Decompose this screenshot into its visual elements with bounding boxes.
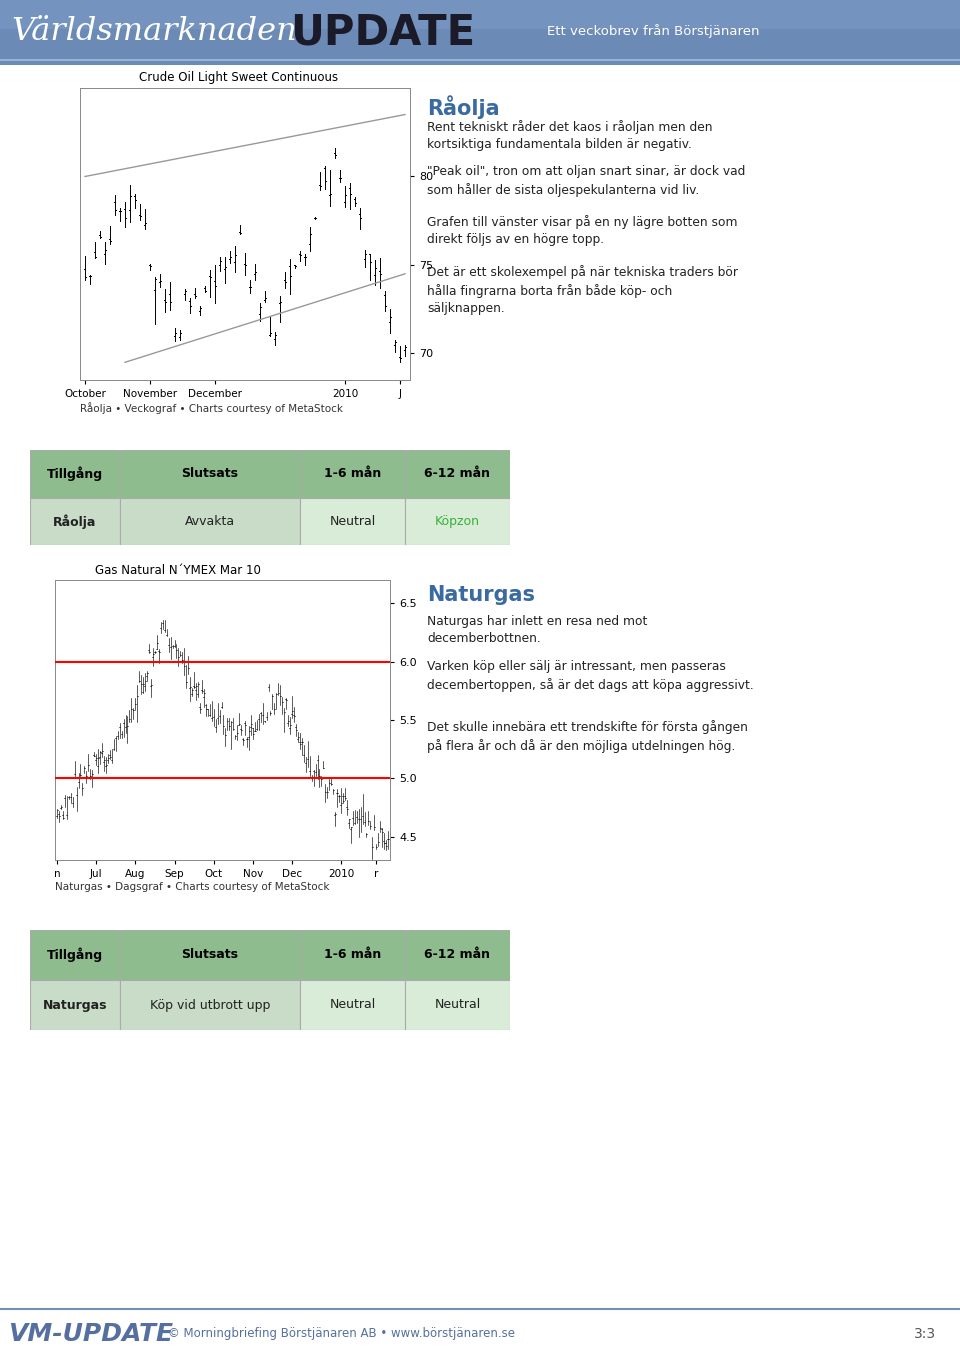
- Text: 6-12 mån: 6-12 mån: [424, 949, 491, 962]
- Bar: [120, 930, 300, 980]
- Text: Råolja • Veckograf • Charts courtesy of MetaStock: Råolja • Veckograf • Charts courtesy of …: [80, 402, 343, 414]
- Text: UPDATE: UPDATE: [290, 11, 475, 53]
- Text: 1-6 mån: 1-6 mån: [324, 949, 381, 962]
- Bar: [300, 930, 405, 980]
- Text: Neutral: Neutral: [329, 999, 375, 1011]
- Text: 6-12 mån: 6-12 mån: [424, 467, 491, 480]
- Text: 3:3: 3:3: [914, 1327, 936, 1341]
- Text: VM-UPDATE: VM-UPDATE: [8, 1322, 173, 1346]
- Text: Naturgas har inlett en resa ned mot
decemberbottnen.: Naturgas har inlett en resa ned mot dece…: [427, 615, 648, 646]
- Bar: [120, 451, 300, 498]
- Bar: [300, 498, 405, 546]
- Text: Köp vid utbrott upp: Köp vid utbrott upp: [150, 999, 270, 1011]
- Text: Rent tekniskt råder det kaos i råoljan men den
kortsiktiga fundamentala bilden ä: Rent tekniskt råder det kaos i råoljan m…: [427, 119, 712, 152]
- Text: Varken köp eller sälj är intressant, men passeras
decembertoppen, så är det dags: Varken köp eller sälj är intressant, men…: [427, 660, 754, 692]
- Text: Råolja: Råolja: [427, 95, 500, 119]
- Bar: [30, 451, 120, 498]
- Bar: [405, 451, 510, 498]
- Text: "Peak oil", tron om att oljan snart sinar, är dock vad
som håller de sista oljes: "Peak oil", tron om att oljan snart sina…: [427, 166, 746, 197]
- Text: Tillgång: Tillgång: [47, 467, 103, 480]
- Text: Naturgas: Naturgas: [43, 999, 108, 1011]
- Bar: [300, 980, 405, 1030]
- Text: Världsmarknaden: Världsmarknaden: [12, 16, 298, 46]
- Bar: [405, 498, 510, 546]
- Bar: [120, 498, 300, 546]
- Bar: [30, 498, 120, 546]
- Text: Naturgas • Dagsgraf • Charts courtesy of MetaStock: Naturgas • Dagsgraf • Charts courtesy of…: [55, 882, 329, 892]
- Bar: [405, 980, 510, 1030]
- Bar: [30, 980, 120, 1030]
- Text: Neutral: Neutral: [434, 999, 481, 1011]
- Text: Grafen till vänster visar på en ny lägre botten som
direkt följs av en högre top: Grafen till vänster visar på en ny lägre…: [427, 214, 737, 247]
- Bar: [300, 451, 405, 498]
- Text: Det är ett skolexempel på när tekniska traders bör
hålla fingrarna borta från bå: Det är ett skolexempel på när tekniska t…: [427, 265, 738, 315]
- Text: Neutral: Neutral: [329, 514, 375, 528]
- Text: Slutsats: Slutsats: [181, 949, 238, 962]
- Bar: [405, 930, 510, 980]
- Bar: [120, 980, 300, 1030]
- Text: Ett veckobrev från Börstjänaren: Ett veckobrev från Börstjänaren: [547, 24, 759, 38]
- Bar: [0, 0, 960, 30]
- Text: Det skulle innebära ett trendskifte för första gången
på flera år och då är den : Det skulle innebära ett trendskifte för …: [427, 721, 748, 753]
- Text: Köpzon: Köpzon: [435, 514, 480, 528]
- Text: Råolja: Råolja: [54, 514, 97, 528]
- Text: Gas Natural N´YMEX Mar 10: Gas Natural N´YMEX Mar 10: [95, 563, 261, 577]
- Text: Naturgas: Naturgas: [427, 585, 536, 605]
- Bar: [30, 930, 120, 980]
- Text: © Morningbriefing Börstjänaren AB • www.börstjänaren.se: © Morningbriefing Börstjänaren AB • www.…: [168, 1327, 515, 1341]
- Text: Avvakta: Avvakta: [185, 514, 235, 528]
- Text: Slutsats: Slutsats: [181, 467, 238, 480]
- Text: Crude Oil Light Sweet Continuous: Crude Oil Light Sweet Continuous: [139, 71, 339, 84]
- Text: 1-6 mån: 1-6 mån: [324, 467, 381, 480]
- Text: Tillgång: Tillgång: [47, 947, 103, 962]
